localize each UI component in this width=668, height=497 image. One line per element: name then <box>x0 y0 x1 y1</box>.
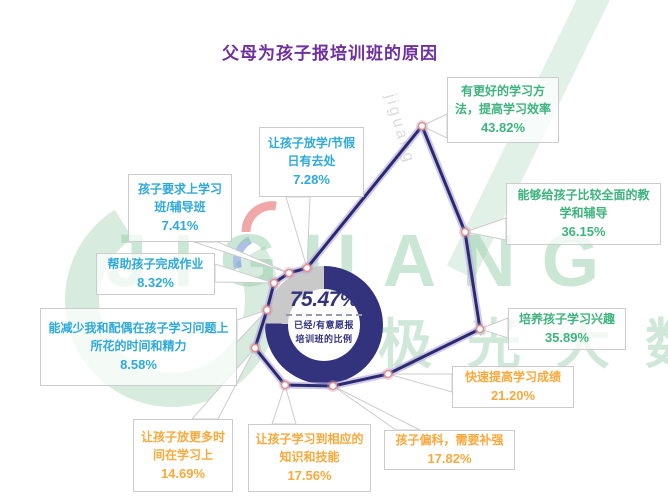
vertex-marker-halo <box>382 368 394 380</box>
callout-item-10: 帮助孩子完成作业 8.32% <box>96 253 215 295</box>
diagonal-watermark-text: jiguang <box>381 92 419 167</box>
vertex-marker <box>417 121 427 131</box>
callout-pointer <box>236 309 268 344</box>
callout-label: 让孩子放更多时间在学习上 <box>140 429 225 462</box>
callout-label: 让孩子学习到相应的知识和技能 <box>255 432 364 465</box>
callout-item-4: 培养孩子学习兴趣 35.89% <box>508 308 626 350</box>
callout-item-6: 孩子偏科，需要补强 17.82% <box>384 430 515 470</box>
callout-item-8: 让孩子放更多时间在学习上 14.69% <box>133 419 233 492</box>
callout-value: 8.58% <box>120 357 157 373</box>
callout-value: 21.20% <box>490 388 536 404</box>
callout-pointer <box>463 217 507 241</box>
callout-pointer <box>387 373 453 393</box>
vertex-marker-halo <box>249 342 261 354</box>
callout-item-3: 能够给孩子比较全面的教学和辅导 36.15% <box>506 183 661 245</box>
callout-value: 14.69% <box>160 465 206 481</box>
callout-label: 让孩子放学/节假日有去处 <box>267 136 356 169</box>
callout-value: 36.15% <box>561 224 606 240</box>
vertex-marker-halo <box>416 120 428 132</box>
callout-pointer <box>271 383 297 425</box>
callout-value: 35.89% <box>544 330 590 346</box>
callout-item-9: 能减少我和配偶在孩子学习问题上所花的时间和精力 8.58% <box>40 308 237 386</box>
page-title: 父母为孩子报培训班的原因 <box>222 44 438 63</box>
vertex-marker <box>269 278 279 288</box>
callout-label: 帮助孩子完成作业 <box>107 257 204 272</box>
callout-item-1: 让孩子放学/节假日有去处 7.28% <box>259 127 364 197</box>
callout-value: 17.82% <box>427 451 472 467</box>
callout-value: 8.32% <box>137 275 174 291</box>
callout-item-7: 让孩子学习到相应的知识和技能 17.56% <box>248 424 371 492</box>
callout-label: 孩子偏科，需要补强 <box>395 433 504 448</box>
vertex-marker <box>460 227 470 237</box>
vertex-marker-halo <box>279 379 291 391</box>
vertex-marker <box>280 380 290 390</box>
callout-label: 培养孩子学习兴趣 <box>518 312 615 327</box>
callout-item-2: 有更好的学习方法，提高学习效率 43.82% <box>447 77 559 143</box>
center-caption-line1: 已经/有意愿报 <box>293 320 354 330</box>
callout-label: 孩子要求上学习班/辅导班 <box>137 182 222 215</box>
center-value: 75.47% <box>289 288 359 311</box>
callout-value: 7.28% <box>293 172 330 188</box>
center-caption-line2: 培训班的比例 <box>295 333 353 344</box>
center-divider <box>286 314 362 316</box>
callout-pointer <box>420 113 448 139</box>
callout-label: 快速提高学习成绩 <box>464 370 561 385</box>
callout-label: 能够给孩子比较全面的教学和辅导 <box>517 188 650 221</box>
center-metric: 75.47% 已经/有意愿报 培训班的比例 <box>266 288 382 364</box>
callout-item-5: 快速提高学习成绩 21.20% <box>452 366 574 408</box>
vertex-marker <box>475 324 485 334</box>
callout-pointer <box>214 263 275 284</box>
callout-value: 17.56% <box>287 468 332 484</box>
callout-pointer <box>478 317 509 339</box>
vertex-marker-halo <box>459 226 471 238</box>
vertex-marker-halo <box>474 323 486 335</box>
callout-pointer <box>285 196 311 269</box>
callout-label: 有更好的学习方法，提高学习效率 <box>454 84 551 117</box>
vertex-marker <box>383 369 393 379</box>
callout-value: 7.41% <box>161 218 199 234</box>
callout-label: 能减少我和配偶在孩子学习问题上所花的时间和精力 <box>48 321 229 354</box>
callout-item-11: 孩子要求上学习班/辅导班 7.41% <box>128 174 232 242</box>
vertex-marker <box>250 343 260 353</box>
callout-value: 43.82% <box>480 120 526 136</box>
